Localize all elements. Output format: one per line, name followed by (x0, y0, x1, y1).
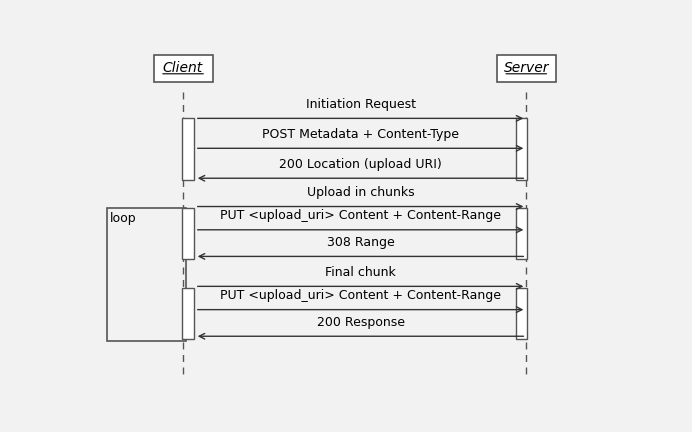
Text: Initiation Request: Initiation Request (306, 98, 416, 111)
Text: Server: Server (504, 61, 549, 76)
Text: Client: Client (163, 61, 203, 76)
Bar (182, 118, 194, 180)
Bar (516, 208, 527, 259)
Bar (497, 55, 556, 82)
Text: Final chunk: Final chunk (325, 266, 396, 279)
Bar (516, 288, 527, 339)
Bar (516, 118, 527, 180)
Text: PUT <upload_uri> Content + Content-Range: PUT <upload_uri> Content + Content-Range (220, 289, 501, 302)
Text: 308 Range: 308 Range (327, 236, 394, 249)
Text: Upload in chunks: Upload in chunks (307, 186, 415, 199)
Text: 200 Response: 200 Response (316, 316, 405, 329)
Bar (182, 208, 194, 259)
Text: PUT <upload_uri> Content + Content-Range: PUT <upload_uri> Content + Content-Range (220, 210, 501, 222)
Bar (107, 208, 186, 341)
Bar (182, 288, 194, 339)
Text: loop: loop (110, 212, 137, 225)
Text: POST Metadata + Content-Type: POST Metadata + Content-Type (262, 128, 459, 141)
Text: 200 Location (upload URI): 200 Location (upload URI) (279, 158, 442, 171)
Bar (154, 55, 212, 82)
